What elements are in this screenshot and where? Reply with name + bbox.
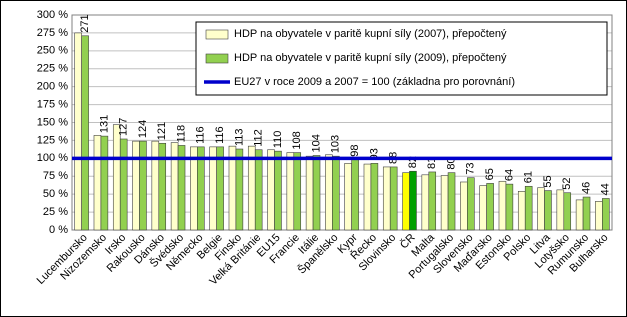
legend-label: HDP na obyvatele v paritě kupní síly (20… (234, 28, 507, 40)
bar (151, 140, 160, 231)
data-label: 118 (175, 125, 187, 143)
bar (447, 172, 456, 231)
bar (595, 201, 603, 231)
bar (402, 172, 410, 231)
bar (498, 180, 507, 231)
bar (139, 140, 147, 231)
y-tick-label: 50 % (43, 188, 68, 200)
data-label: 112 (253, 129, 265, 147)
y-tick-label: 75 % (43, 170, 68, 182)
bar (409, 170, 417, 231)
bar (74, 32, 82, 231)
bar (312, 155, 321, 231)
bar (267, 149, 275, 231)
bar (389, 166, 398, 231)
data-label: 61 (523, 171, 535, 183)
y-tick-label: 125 % (37, 134, 68, 146)
bar (305, 155, 314, 231)
legend-label: HDP na obyvatele v paritě kupní síly (20… (234, 52, 507, 64)
bar (467, 177, 475, 231)
y-tick-label: 250 % (37, 45, 68, 57)
bar (505, 183, 514, 231)
data-label: 110 (272, 131, 284, 149)
bar (344, 163, 352, 231)
bar (216, 146, 224, 231)
data-label: 55 (542, 175, 554, 187)
legend-swatch (205, 53, 229, 64)
bar (563, 192, 572, 231)
bar (100, 135, 109, 231)
y-tick-label: 300 % (37, 9, 68, 21)
y-tick-label: 0 % (49, 224, 68, 236)
bar (486, 183, 494, 231)
data-label: 73 (465, 162, 477, 174)
data-label: 98 (349, 145, 361, 157)
data-label: 121 (156, 122, 168, 140)
bar (197, 146, 205, 231)
data-label: 80 (445, 157, 457, 169)
bar (537, 187, 545, 231)
bar (517, 191, 526, 231)
bar (602, 198, 610, 231)
bar (293, 152, 302, 231)
bar (158, 142, 167, 231)
data-label: 104 (310, 134, 322, 152)
bar (440, 175, 449, 231)
y-tick-label: 150 % (37, 116, 68, 128)
data-label: 46 (580, 182, 592, 194)
y-tick-label: 275 % (37, 27, 68, 39)
data-label: 52 (561, 177, 573, 189)
data-label: 65 (484, 168, 496, 180)
data-label: 124 (137, 120, 149, 138)
bar (544, 190, 552, 231)
y-tick-label: 225 % (37, 63, 68, 75)
y-tick-label: 200 % (37, 81, 68, 93)
data-label: 131 (98, 115, 110, 133)
bar (370, 163, 379, 231)
y-tick-label: 25 % (43, 206, 68, 218)
bar (428, 171, 437, 231)
bar (235, 148, 244, 231)
y-tick-label: 100 % (37, 152, 68, 164)
plot-frame (71, 14, 613, 231)
bar (351, 159, 359, 231)
data-label: 108 (291, 131, 303, 149)
bar (325, 154, 333, 231)
data-label: 116 (195, 126, 207, 144)
data-label: 64 (503, 169, 515, 181)
bar (421, 174, 430, 231)
bar (556, 189, 565, 231)
data-label: 103 (330, 135, 342, 153)
bar (479, 185, 487, 231)
bar (132, 140, 140, 231)
bar (582, 196, 591, 231)
legend-swatch (205, 29, 229, 40)
bar (524, 185, 533, 231)
bar (81, 35, 89, 231)
bar (274, 150, 282, 231)
bar (119, 138, 128, 231)
bar (382, 166, 391, 231)
bar (170, 142, 179, 231)
data-label: 44 (600, 183, 612, 195)
bar (177, 145, 186, 231)
data-label: 113 (233, 128, 245, 146)
data-label: 127 (118, 118, 130, 136)
bar (93, 135, 102, 231)
bar (363, 163, 372, 231)
data-label: 271 (79, 14, 91, 32)
bar (254, 149, 263, 231)
legend-label: EU27 v roce 2009 a 2007 = 100 (základna … (234, 76, 515, 88)
legend-box (195, 21, 608, 96)
data-label: 116 (214, 126, 226, 144)
bar (460, 181, 468, 231)
y-tick-label: 175 % (37, 98, 68, 110)
bar (112, 124, 121, 231)
bar (575, 199, 584, 231)
bar (286, 152, 295, 231)
bar (332, 155, 340, 231)
